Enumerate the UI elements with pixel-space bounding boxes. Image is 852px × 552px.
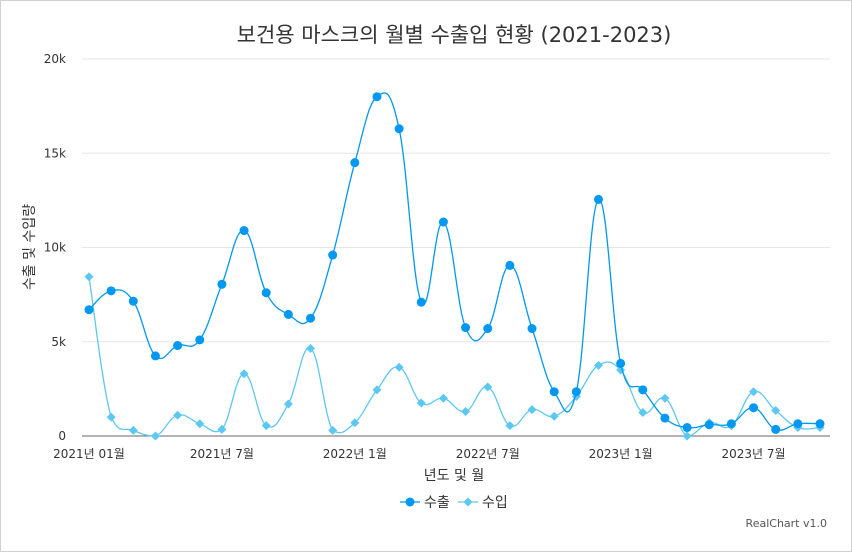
credit-label: RealChart v1.0: [746, 517, 827, 530]
legend-label-export: 수출: [424, 495, 450, 511]
data-point-import: [461, 406, 471, 416]
data-point-export: [682, 423, 692, 433]
data-point-import: [239, 369, 249, 379]
data-point-import: [527, 405, 537, 415]
data-point-import: [173, 410, 183, 420]
series-export: [84, 92, 825, 434]
x-tick-label: 2023년 1월: [589, 447, 653, 461]
data-point-export: [128, 296, 138, 306]
data-point-export: [660, 413, 670, 423]
x-tick-label: 2021년 7월: [190, 447, 254, 461]
data-point-export: [416, 297, 426, 307]
data-point-import: [638, 407, 648, 417]
legend-marker-export: [405, 497, 415, 507]
data-point-export: [173, 341, 183, 351]
data-point-import: [350, 418, 360, 428]
data-point-export: [372, 92, 382, 102]
data-point-export: [616, 358, 626, 368]
data-point-export: [84, 305, 94, 315]
data-point-export: [461, 323, 471, 333]
y-tick-label: 10k: [44, 241, 66, 255]
data-point-export: [505, 260, 515, 270]
data-point-export: [771, 424, 781, 434]
series-import: [84, 272, 825, 441]
data-point-export: [328, 250, 338, 260]
data-point-export: [350, 158, 360, 168]
chart-title: 보건용 마스크의 월별 수출입 현황 (2021-2023): [237, 23, 672, 47]
data-point-export: [549, 387, 559, 397]
x-axis-title: 년도 및 월: [424, 468, 484, 484]
data-point-import: [106, 412, 116, 422]
data-point-export: [150, 351, 160, 361]
data-point-export: [571, 387, 581, 397]
data-point-export: [726, 419, 736, 429]
x-axis-ticks: 2021년 01월 2021년 7월 2022년 1월 2022년 7월 2023년 1…: [53, 447, 785, 461]
data-point-export: [749, 403, 759, 413]
data-point-export: [815, 419, 825, 429]
y-tick-label: 5k: [51, 335, 66, 349]
data-point-export: [261, 288, 271, 298]
x-tick-label: 2022년 1월: [323, 447, 387, 461]
data-point-import: [128, 425, 138, 435]
x-tick-label: 2022년 7월: [456, 447, 520, 461]
y-tick-label: 20k: [44, 52, 66, 66]
data-point-export: [793, 419, 803, 429]
y-tick-label: 0: [58, 429, 66, 443]
data-point-import: [771, 406, 781, 416]
data-point-export: [283, 309, 293, 319]
data-point-export: [306, 313, 316, 323]
data-point-import: [217, 424, 227, 434]
data-point-export: [593, 194, 603, 204]
legend-item-export: 수출: [400, 495, 450, 511]
data-point-export: [394, 124, 404, 134]
y-axis-ticks: 0 5k 10k 15k 20k: [44, 52, 66, 443]
data-point-import: [549, 411, 559, 421]
series-line-import: [88, 276, 821, 437]
data-point-import: [283, 399, 293, 409]
data-point-import: [483, 382, 493, 392]
data-point-import: [394, 362, 404, 372]
series-layer: [84, 92, 825, 441]
legend: 수출 수입: [400, 495, 508, 511]
data-point-import: [372, 385, 382, 395]
data-point-export: [638, 385, 648, 395]
legend-marker-import: [463, 497, 473, 507]
data-point-import: [195, 419, 205, 429]
data-point-import: [682, 431, 692, 441]
y-tick-label: 15k: [44, 146, 66, 160]
data-point-import: [150, 431, 160, 441]
data-point-import: [660, 393, 670, 403]
data-point-export: [483, 324, 493, 334]
legend-item-import: 수입: [458, 495, 508, 511]
data-point-import: [438, 393, 448, 403]
data-point-export: [106, 286, 116, 296]
legend-label-import: 수입: [482, 495, 508, 511]
data-point-export: [239, 226, 249, 236]
data-point-import: [593, 360, 603, 370]
data-point-import: [306, 343, 316, 353]
data-point-import: [416, 398, 426, 408]
data-point-export: [195, 335, 205, 345]
data-point-import: [84, 272, 94, 282]
data-point-export: [217, 279, 227, 289]
data-point-export: [527, 324, 537, 334]
data-point-import: [261, 421, 271, 431]
data-point-export: [704, 420, 714, 430]
x-tick-label: 2023년 7월: [722, 447, 786, 461]
data-point-import: [749, 387, 759, 397]
grid: [82, 58, 830, 343]
series-line-export: [88, 92, 821, 431]
y-axis-title: 수출 및 수입량: [22, 204, 38, 290]
x-tick-label: 2021년 01월: [53, 447, 125, 461]
data-point-export: [438, 217, 448, 227]
data-point-import: [328, 425, 338, 435]
data-point-import: [505, 421, 515, 431]
